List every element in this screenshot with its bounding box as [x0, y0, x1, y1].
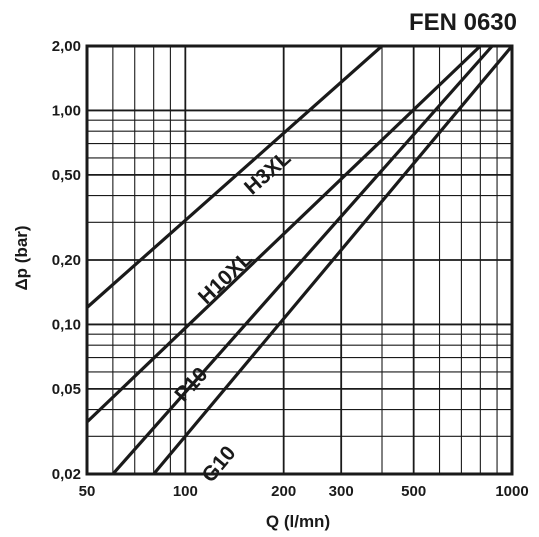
x-tick-label: 100 — [173, 483, 198, 500]
x-tick-label: 50 — [79, 483, 96, 500]
y-tick-label: 2,00 — [52, 38, 81, 55]
y-tick-label: 0,02 — [52, 466, 81, 483]
x-tick-labels: 50 100 200 300 500 1000 — [79, 483, 529, 500]
curve-label-h3xl: H3XL — [240, 146, 296, 199]
grid-lines — [87, 46, 512, 474]
plot-frame — [85, 44, 514, 476]
flow-curves — [85, 44, 514, 476]
y-tick-labels: 0,02 0,05 0,10 0,20 0,50 1,00 2,00 — [52, 38, 81, 483]
y-tick-label: 0,20 — [52, 252, 81, 269]
y-tick-label: 0,05 — [52, 381, 81, 398]
x-tick-label: 300 — [329, 483, 354, 500]
curve-p10 — [111, 44, 494, 476]
curve-label-g10: G10 — [197, 442, 240, 487]
y-tick-label: 1,00 — [52, 102, 81, 119]
curve-h3xl — [85, 44, 384, 309]
chart-title: FEN 0630 — [409, 9, 517, 36]
x-tick-label: 200 — [271, 483, 296, 500]
x-tick-label: 500 — [401, 483, 426, 500]
curve-label-h10xl: H10XL — [194, 247, 257, 309]
x-tick-label: 1000 — [495, 483, 528, 500]
y-axis-label: Δp (bar) — [12, 225, 31, 290]
y-tick-label: 0,50 — [52, 167, 81, 184]
curve-g10 — [152, 44, 514, 476]
x-axis-label: Q (l/mn) — [266, 512, 330, 531]
curve-h10xl — [85, 44, 482, 424]
y-tick-label: 0,10 — [52, 316, 81, 333]
